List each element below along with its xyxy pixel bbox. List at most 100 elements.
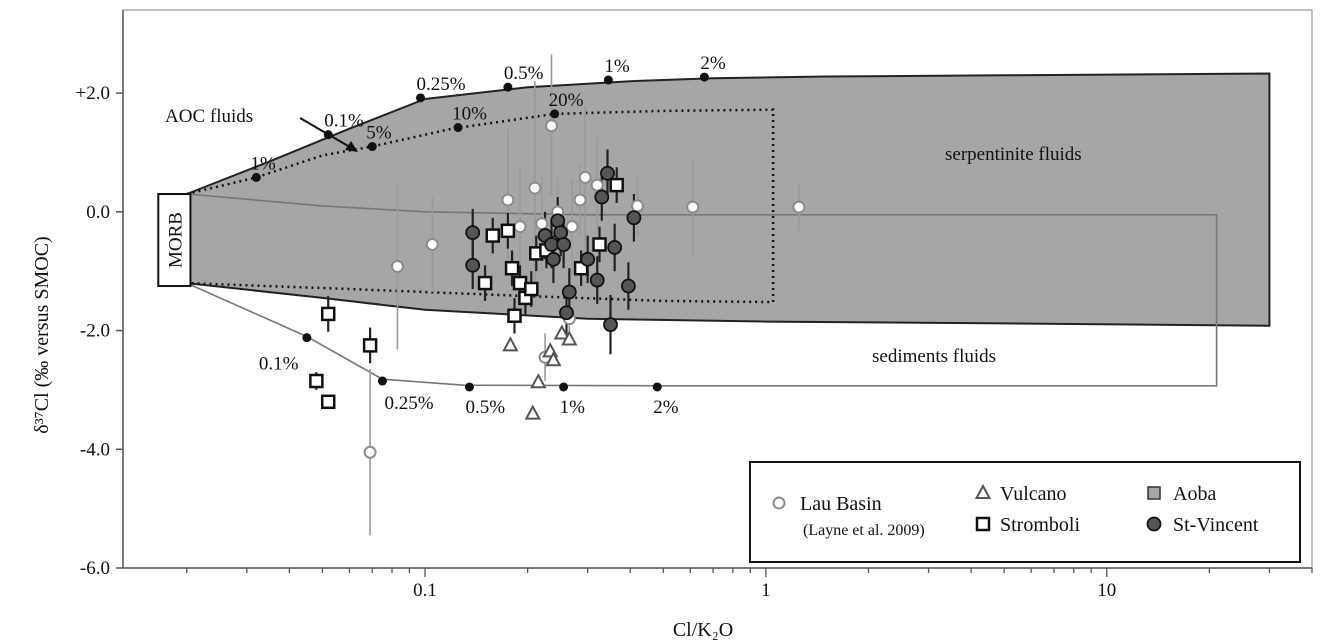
mixing-label: 0.5% [504,63,544,84]
point-lau-basin [501,193,515,207]
point-st-vincent [594,189,610,205]
morb-label: MORB [165,212,186,268]
region-label-serpentinite: serpentinite fluids [945,144,1082,165]
point-vulcano [530,373,547,389]
point-lau-basin [792,200,806,214]
mixing-point [603,75,613,85]
mixing-point [559,382,569,392]
x-tick-label: 10 [1097,580,1116,601]
point-stromboli [507,308,522,323]
legend-label: Lau Basin [800,493,882,515]
mixing-label: 20% [549,90,584,111]
mixing-point [464,382,474,392]
x-tick-label: 0.1 [413,580,437,601]
legend-marker [975,516,991,532]
point-stromboli [320,394,336,410]
point-stromboli [609,177,624,193]
region-label-aoc: AOC fluids [165,106,253,127]
mixing-point [503,82,513,92]
mixing-label: 1% [560,397,586,418]
mixing-label: 0.1% [259,354,299,375]
y-tick-label: -2.0 [80,321,110,342]
mixing-label: 0.25% [384,393,433,414]
point-stromboli [500,223,516,239]
x-axis-title: Cl/K₂O [673,619,733,641]
mixing-point [323,130,333,140]
mixing-label: 0.5% [465,397,505,418]
region-label-sediments: sediments fluids [872,346,996,367]
point-st-vincent [550,213,566,229]
mixing-label: 1% [604,56,630,77]
mixing-label: 0.25% [417,74,466,95]
point-stromboli [320,306,336,322]
point-st-vincent [545,251,561,267]
point-lau-basin [363,445,377,459]
point-stromboli [477,275,493,291]
point-st-vincent [553,225,569,241]
mixing-label: 2% [700,53,726,74]
legend-marker [1146,516,1162,532]
axes-layer: +2.0 0.0 -2.0 -4.0 -6.0 0.1 1 10 [76,9,1313,601]
point-st-vincent [600,165,615,181]
point-lau-basin [565,220,579,234]
point-st-vincent [559,305,574,321]
mixing-point [302,333,312,343]
point-stromboli [504,260,520,276]
point-stromboli [485,228,500,243]
point-lau-basin [513,220,527,234]
y-tick-label: -4.0 [80,439,110,460]
annotations-layer: serpentinite fluids AOC fluids sediments… [165,53,1082,418]
point-vulcano [561,330,578,346]
mixing-point [453,123,463,133]
point-st-vincent [544,237,559,252]
point-vulcano [545,351,562,367]
point-st-vincent [626,210,642,226]
mixing-label: 10% [452,104,487,125]
legend-marker [772,496,786,510]
y-axis-title: δ³⁷Cl (‰ versus SMOC) [31,236,53,433]
point-st-vincent [556,237,572,252]
point-lau-basin [573,193,587,207]
point-lau-basin [590,178,604,192]
mixing-point [367,142,377,152]
point-st-vincent [607,240,623,255]
legend-label: Aoba [1173,483,1216,505]
mixing-point [550,109,560,119]
point-st-vincent [603,317,618,333]
point-stromboli [362,338,378,353]
point-stromboli [309,373,324,389]
mixing-label: 1% [250,153,276,174]
point-lau-basin [686,200,700,214]
legend-label: Vulcano [1000,483,1067,505]
point-lau-basin [390,259,404,273]
point-st-vincent [465,225,481,241]
y-tick-label: -6.0 [80,558,110,579]
point-st-vincent [620,278,636,294]
point-vulcano [502,336,519,352]
legend-label: Stromboli [1000,514,1080,536]
point-lau-basin [425,237,439,251]
point-vulcano [553,324,571,340]
morb-box [157,193,192,288]
mixing-label: 5% [366,123,392,144]
mixing-point [416,93,426,103]
mixing-label: 0.1% [324,111,364,132]
aoc-arrow-head [345,141,358,152]
x-tick-label: 1 [761,580,771,601]
legend-marker [1147,486,1161,500]
legend-sublabel: (Layne et al. 2009) [803,522,925,539]
mixing-point [652,382,662,392]
region-aoc [185,108,775,304]
marks-layer [309,119,806,459]
point-stromboli [592,237,607,252]
point-st-vincent [465,257,481,273]
point-lau-basin [528,181,542,195]
point-lau-basin [545,119,559,133]
point-st-vincent [589,272,605,288]
mixing-label: 2% [653,397,679,418]
region-serpentinite [185,72,1271,327]
legend: Lau Basin (Layne et al. 2009) Vulcano Strom… [749,461,1301,563]
legend-box [749,461,1301,563]
mixing-point [699,72,709,82]
